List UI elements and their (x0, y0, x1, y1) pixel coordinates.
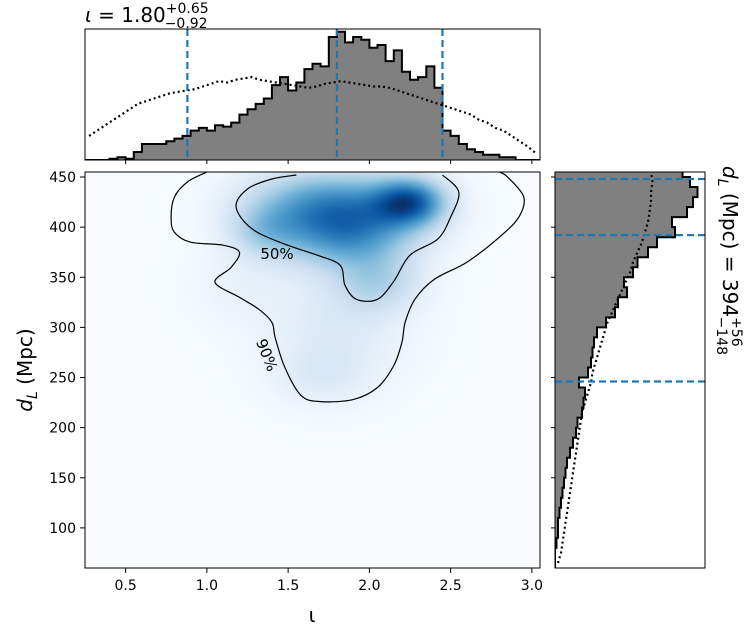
y-tick-label: 350 (49, 270, 76, 286)
y-tick-label: 100 (49, 521, 76, 537)
x-tick-label: 1.0 (196, 578, 218, 594)
posterior-hist-fill (85, 31, 540, 160)
x-tick-label: 2.0 (358, 578, 380, 594)
top-panel-frame (84, 28, 541, 161)
density-heatmap (85, 172, 540, 568)
right-panel-frame (554, 171, 706, 569)
y-tick-label: 250 (49, 371, 76, 387)
y-tick-label: 400 (49, 220, 76, 236)
right-marginal-panel: dL (Mpc) = 394+56−148 (551, 166, 744, 569)
y-axis-label: dL (Mpc) (13, 328, 41, 411)
y-tick-label: 450 (49, 170, 76, 186)
main-panel-frame (84, 171, 541, 569)
iota-title: ι = 1.80+0.65 −0.92 (85, 1, 209, 32)
dl-posterior-hist-outline (555, 172, 699, 568)
y-tick-label: 300 (49, 320, 76, 336)
x-axis-label: ι (309, 603, 316, 627)
posterior-hist-outline (85, 30, 540, 160)
main-density-panel: 50%90% 0.5 1.0 1.5 2.0 2.5 3.0 10015020025030… (13, 170, 543, 627)
contour-50-line (235, 174, 460, 302)
top-marginal-panel: ι = 1.80+0.65 −0.92 (84, 1, 541, 164)
y-tick-label: 200 (49, 421, 76, 437)
y-tick-label: 150 (49, 471, 76, 487)
x-tick-label: 0.5 (114, 578, 136, 594)
prior-dotted-line (88, 75, 537, 155)
dl-posterior-hist-fill (555, 172, 698, 568)
x-tick-label: 2.5 (439, 578, 461, 594)
contour-label-50: 50% (260, 245, 293, 263)
contour-90-line (170, 172, 525, 403)
x-tick-label: 3.0 (521, 578, 543, 594)
x-tick-label: 1.5 (277, 578, 299, 594)
dl-prior-dotted-line (556, 172, 654, 564)
dl-title: dL (Mpc) = 394+56−148 (713, 166, 744, 355)
